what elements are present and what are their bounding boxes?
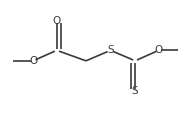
Text: O: O [53,16,61,26]
Text: S: S [132,86,139,96]
Text: O: O [155,45,163,55]
Text: O: O [29,56,37,66]
Text: S: S [107,45,114,55]
